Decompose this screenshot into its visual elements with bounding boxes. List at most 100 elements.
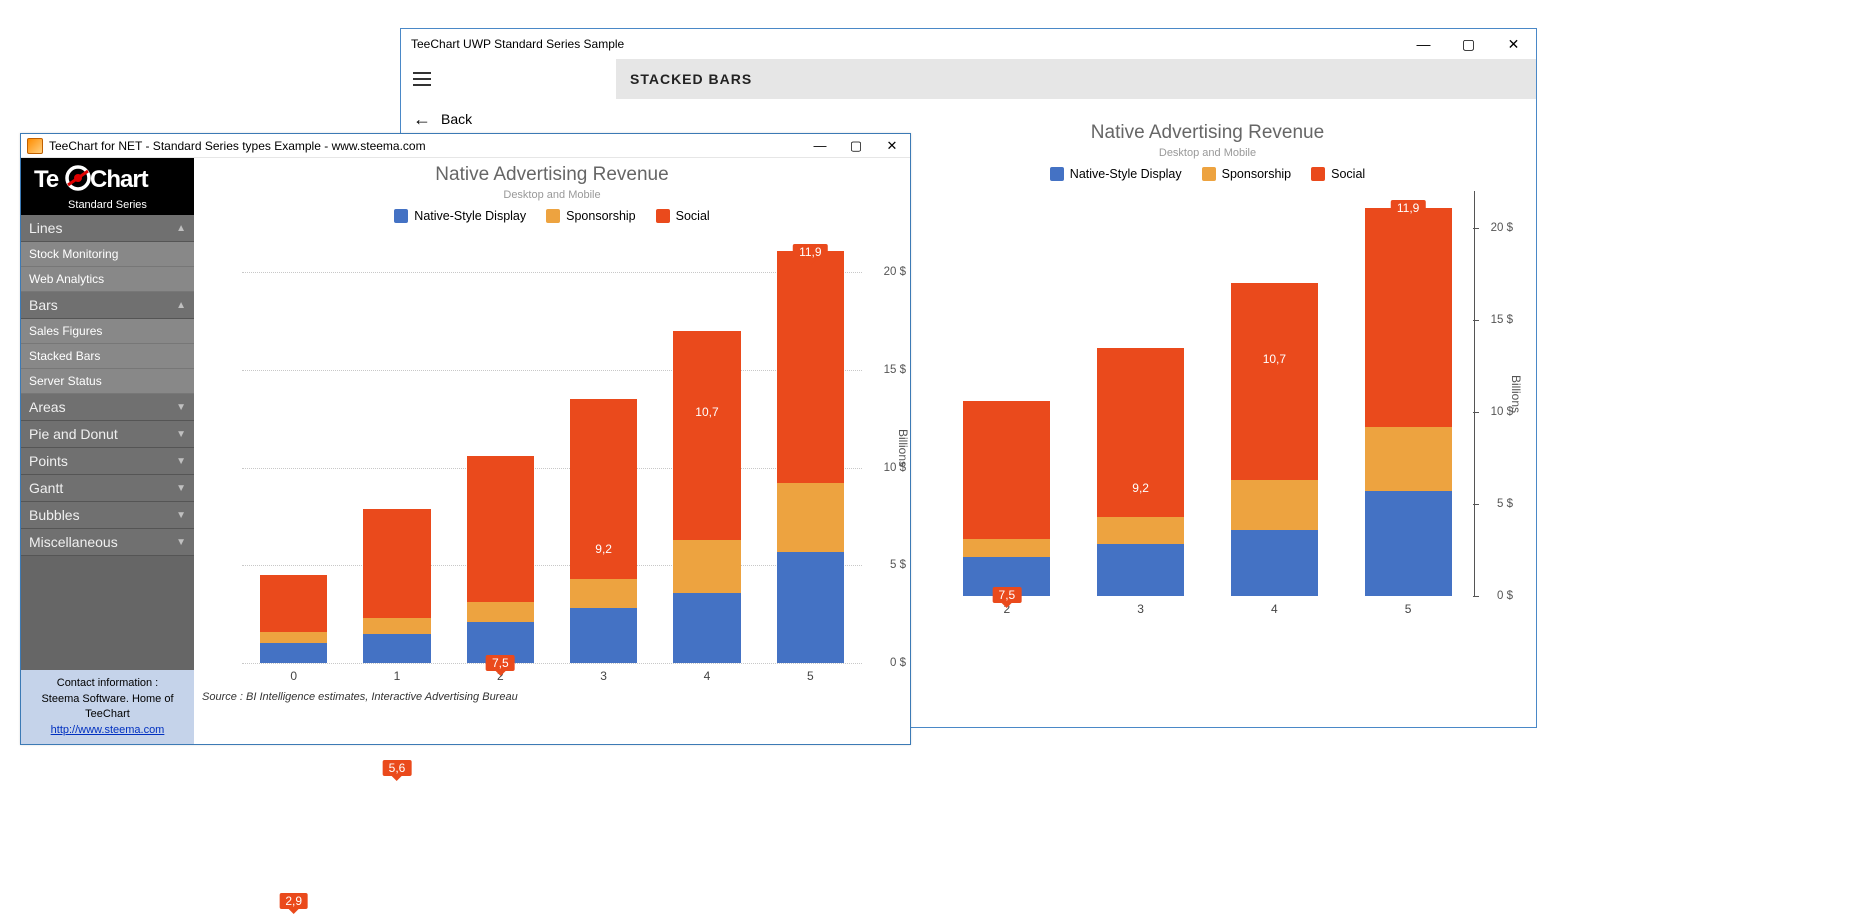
bar-column: 5,6 <box>345 509 448 663</box>
bar-segment-sponsorship <box>963 539 1050 557</box>
bar-segment-social <box>1231 283 1318 480</box>
bar-segment-sponsorship <box>260 632 327 644</box>
footer-line: Contact information : <box>25 676 190 691</box>
y-tick-label: 15 $ <box>1491 314 1513 326</box>
expand-icon: ▼ <box>176 402 186 413</box>
y-tick-label: 15 $ <box>884 364 906 376</box>
legend-item[interactable]: Native-Style Display <box>394 209 526 223</box>
sidebar-section-points[interactable]: Points▼ <box>21 448 194 475</box>
minimize-button[interactable]: — <box>1401 29 1446 59</box>
sidebar-section-areas[interactable]: Areas▼ <box>21 394 194 421</box>
app-icon <box>27 138 43 154</box>
bar-segment-social <box>1365 208 1452 427</box>
legend-swatch <box>1311 167 1325 181</box>
net-titlebar: TeeChart for NET - Standard Series types… <box>21 134 910 158</box>
sidebar-section-misc[interactable]: Miscellaneous▼ <box>21 529 194 556</box>
y-axis-label: Billions <box>1509 374 1523 412</box>
sidebar-section-pie[interactable]: Pie and Donut▼ <box>21 421 194 448</box>
expand-icon: ▼ <box>176 429 186 440</box>
bar-column: 9,2 <box>1074 348 1208 597</box>
bar-stack <box>777 251 844 663</box>
legend-item[interactable]: Social <box>1311 167 1365 181</box>
sidebar-section-bars[interactable]: Bars▲ <box>21 292 194 319</box>
bar-mark: 11,9 <box>793 244 827 260</box>
x-tick-label: 0 <box>242 669 345 683</box>
bar-column: 9,2 <box>552 399 655 663</box>
logo: Te Chart <box>21 158 194 199</box>
bar-mark: 11,9 <box>1391 200 1425 216</box>
legend-label: Social <box>1331 167 1365 181</box>
sidebar-section-gantt[interactable]: Gantt▼ <box>21 475 194 502</box>
bar-mark: 10,7 <box>1257 351 1292 367</box>
bar-stack <box>467 456 534 663</box>
bar-segment-sponsorship <box>1097 517 1184 545</box>
net-window: TeeChart for NET - Standard Series types… <box>20 133 911 745</box>
chart-plot-area: 0 $5 $10 $15 $20 $Billions7,59,210,711,9 <box>940 191 1475 596</box>
bar-column: 7,5 <box>449 456 552 663</box>
page-header: STACKED BARS <box>616 59 1536 99</box>
y-tick-label: 5 $ <box>1497 498 1513 510</box>
legend-label: Sponsorship <box>566 209 636 223</box>
maximize-button[interactable]: ▢ <box>1446 29 1491 59</box>
sidebar-section-bubbles[interactable]: Bubbles▼ <box>21 502 194 529</box>
sidebar-item-stock[interactable]: Stock Monitoring <box>21 242 194 267</box>
expand-icon: ▼ <box>176 537 186 548</box>
sidebar-item-stacked[interactable]: Stacked Bars <box>21 344 194 369</box>
x-tick-label: 4 <box>655 669 758 683</box>
back-arrow-icon: ← <box>413 109 431 130</box>
bar-segment-native <box>1097 544 1184 596</box>
bar-column: 11,9 <box>759 251 862 663</box>
footer-link[interactable]: http://www.steema.com <box>51 724 165 736</box>
sidebar: Te Chart Standard Series Lines▲ Stock Mo… <box>21 158 194 744</box>
close-button[interactable]: ✕ <box>874 134 910 158</box>
bar-segment-social <box>963 401 1050 539</box>
bar-mark: 5,6 <box>383 760 412 776</box>
bar-segment-social <box>260 575 327 632</box>
expand-icon: ▼ <box>176 483 186 494</box>
bar-column: 10,7 <box>655 331 758 663</box>
maximize-button[interactable]: ▢ <box>838 134 874 158</box>
legend-label: Social <box>676 209 710 223</box>
sidebar-item-sales[interactable]: Sales Figures <box>21 319 194 344</box>
legend-item[interactable]: Sponsorship <box>546 209 636 223</box>
chart-plot-area: 0 $5 $10 $15 $20 $Billions2,95,67,59,210… <box>242 233 862 663</box>
y-axis-label: Billions <box>896 429 910 467</box>
legend-swatch <box>656 209 670 223</box>
legend-item[interactable]: Native-Style Display <box>1050 167 1182 181</box>
collapse-icon: ▲ <box>176 223 186 234</box>
legend-item[interactable]: Sponsorship <box>1202 167 1292 181</box>
y-tick-label: 5 $ <box>890 559 906 571</box>
bar-segment-sponsorship <box>777 483 844 551</box>
bar-segment-sponsorship <box>570 579 637 608</box>
x-tick-label: 3 <box>1074 602 1208 616</box>
minimize-button[interactable]: — <box>802 134 838 158</box>
chart-title: Native Advertising Revenue <box>900 122 1515 144</box>
legend-item[interactable]: Social <box>656 209 710 223</box>
bar-mark: 7,5 <box>993 587 1022 603</box>
back-label: Back <box>441 111 472 127</box>
svg-text:Chart: Chart <box>90 166 149 193</box>
bar-segment-native <box>1365 491 1452 596</box>
svg-text:Te: Te <box>34 166 59 193</box>
uwp-title: TeeChart UWP Standard Series Sample <box>411 37 624 51</box>
hamburger-button[interactable] <box>401 59 616 99</box>
sidebar-item-web[interactable]: Web Analytics <box>21 267 194 292</box>
bar-stack <box>363 509 430 663</box>
bar-segment-native <box>1231 530 1318 596</box>
bar-segment-social <box>363 509 430 618</box>
collapse-icon: ▲ <box>176 300 186 311</box>
bar-segment-sponsorship <box>673 540 740 593</box>
close-button[interactable]: ✕ <box>1491 29 1536 59</box>
hamburger-icon <box>413 72 431 86</box>
bar-stack <box>1365 208 1452 596</box>
x-tick-label: 5 <box>1341 602 1475 616</box>
net-title: TeeChart for NET - Standard Series types… <box>49 139 426 153</box>
x-axis: 2345 <box>940 602 1475 616</box>
sidebar-section-lines[interactable]: Lines▲ <box>21 215 194 242</box>
bar-segment-sponsorship <box>1365 427 1452 491</box>
bar-stack <box>1231 283 1318 596</box>
bar-mark: 10,7 <box>689 404 724 420</box>
legend-label: Sponsorship <box>1222 167 1292 181</box>
bar-segment-native <box>777 552 844 663</box>
sidebar-item-server[interactable]: Server Status <box>21 369 194 394</box>
